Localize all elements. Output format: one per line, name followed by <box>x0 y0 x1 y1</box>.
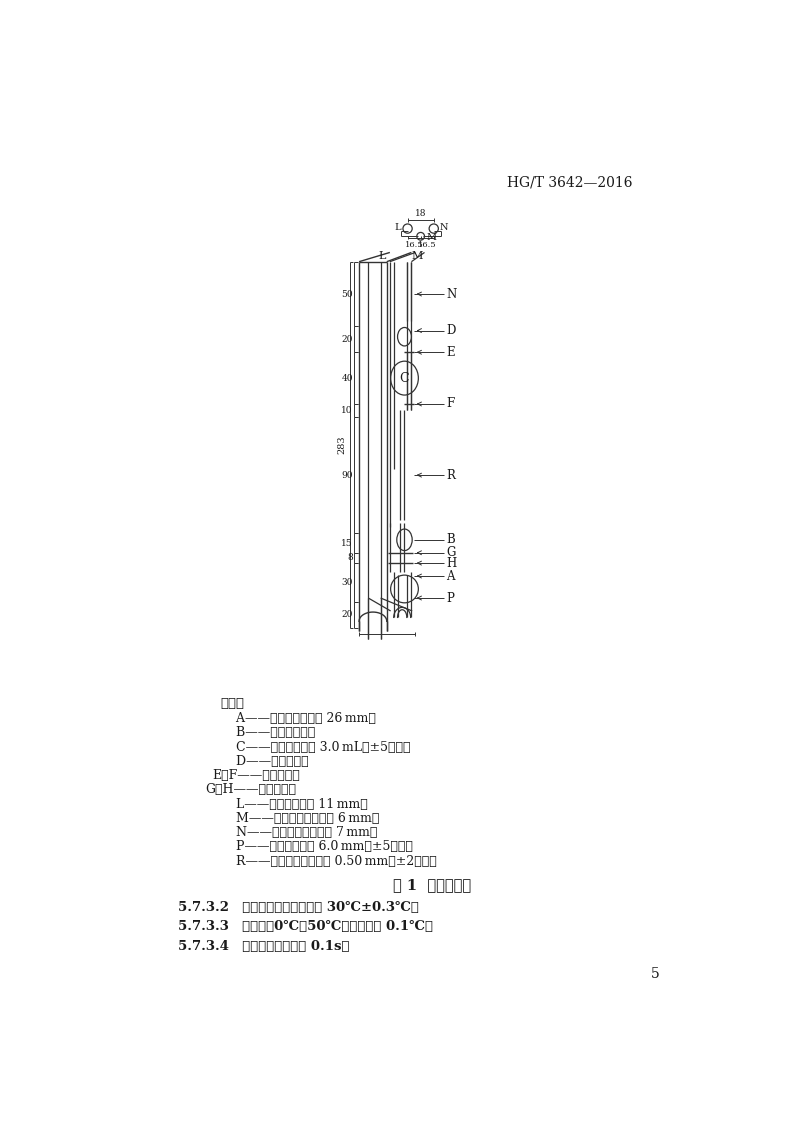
Text: HG/T 3642—2016: HG/T 3642—2016 <box>507 175 632 190</box>
Text: N——上部出口管，外径 7 mm；: N——上部出口管，外径 7 mm； <box>220 826 377 839</box>
Text: R: R <box>446 469 455 481</box>
Text: 5.7.3.2 恒温水浴：温度控制在 30℃±0.3℃。: 5.7.3.2 恒温水浴：温度控制在 30℃±0.3℃。 <box>178 901 419 914</box>
Text: L——架置管，外径 11 mm；: L——架置管，外径 11 mm； <box>220 798 368 810</box>
Text: M: M <box>412 250 423 260</box>
Text: G、H——充装标线；: G、H——充装标线； <box>205 783 296 797</box>
Text: 16.5: 16.5 <box>418 241 436 249</box>
Text: 30: 30 <box>342 578 353 587</box>
Text: 10: 10 <box>342 406 353 415</box>
Text: N: N <box>446 287 456 301</box>
Text: D: D <box>446 324 455 337</box>
Text: E、F——计时标线；: E、F——计时标线； <box>213 769 301 782</box>
Text: A——底部贮球，外径 26 mm；: A——底部贮球，外径 26 mm； <box>220 712 377 725</box>
Text: 5: 5 <box>651 967 660 981</box>
Text: N: N <box>440 222 448 231</box>
Text: 8: 8 <box>347 553 353 562</box>
Text: 20: 20 <box>342 334 353 343</box>
Text: 5.7.3.3 温度计：0℃～50℃，分度值为 0.1℃。: 5.7.3.3 温度计：0℃～50℃，分度值为 0.1℃。 <box>178 920 433 934</box>
Text: 50: 50 <box>341 289 353 298</box>
Text: 5.7.3.4 秒表：最小分度值 0.1s。: 5.7.3.4 秒表：最小分度值 0.1s。 <box>178 940 350 953</box>
Text: E: E <box>446 346 454 359</box>
Text: A: A <box>446 570 454 582</box>
Text: H: H <box>446 557 456 570</box>
Text: L: L <box>395 222 401 231</box>
Text: P——连接管，内径 6.0 mm（±5％）；: P——连接管，内径 6.0 mm（±5％）； <box>220 840 413 854</box>
Text: L: L <box>378 250 386 260</box>
Text: P: P <box>446 591 454 605</box>
Text: R——工作毛细管，内径 0.50 mm（±2％）。: R——工作毛细管，内径 0.50 mm（±2％）。 <box>220 855 437 867</box>
Text: 283: 283 <box>338 435 347 454</box>
Text: B: B <box>446 533 455 546</box>
Text: 20: 20 <box>342 610 353 619</box>
Text: 15: 15 <box>341 539 353 548</box>
Text: B——悬浮水平球；: B——悬浮水平球； <box>220 726 316 739</box>
Text: 40: 40 <box>342 374 353 383</box>
Text: G: G <box>446 546 455 559</box>
Text: 图 1  乌氏黏度计: 图 1 乌氏黏度计 <box>393 879 471 892</box>
Text: F: F <box>446 397 454 411</box>
Text: C——计时球，容积 3.0 mL（±5％）；: C——计时球，容积 3.0 mL（±5％）； <box>220 741 411 754</box>
Text: M: M <box>426 233 436 242</box>
Text: 18: 18 <box>415 209 427 218</box>
Text: C: C <box>400 371 409 385</box>
Text: D——上部贮球；: D——上部贮球； <box>220 755 309 767</box>
Text: M——下部出口管，外径 6 mm；: M——下部出口管，外径 6 mm； <box>220 812 380 825</box>
Text: 16.5: 16.5 <box>404 241 423 249</box>
Text: 说明：: 说明： <box>220 697 244 710</box>
Text: 90: 90 <box>342 470 353 479</box>
